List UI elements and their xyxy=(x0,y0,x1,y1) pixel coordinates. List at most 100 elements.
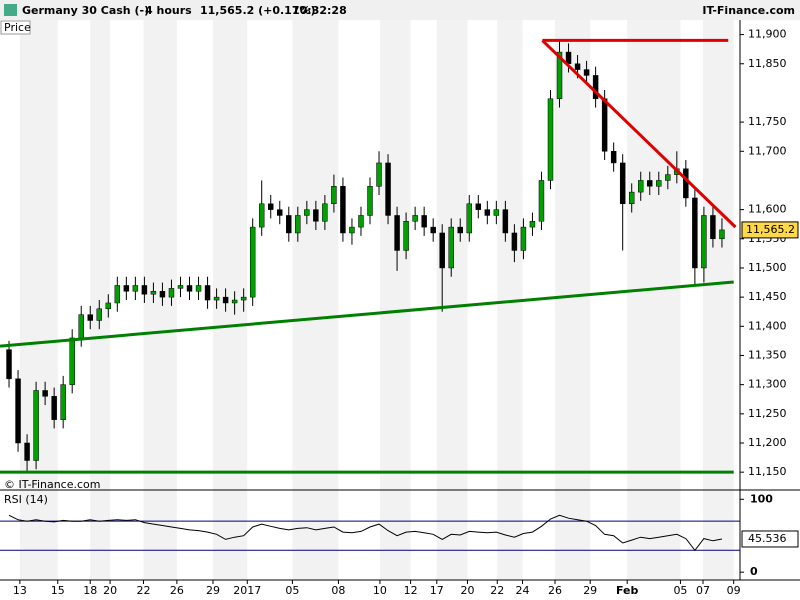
candle-body xyxy=(304,209,310,216)
candle-body xyxy=(547,98,554,181)
candle-body xyxy=(340,186,346,234)
candle-body xyxy=(701,215,707,269)
candle-body xyxy=(358,215,364,228)
candle-body xyxy=(430,226,436,234)
candle-body xyxy=(647,180,653,187)
candle-body xyxy=(638,180,644,193)
candle-body xyxy=(556,51,563,100)
header-bar xyxy=(0,0,800,20)
candle-body xyxy=(268,203,274,210)
candle-body xyxy=(448,226,454,269)
candle-body xyxy=(493,209,500,216)
panel-label-box xyxy=(0,20,31,35)
candle-body xyxy=(150,291,157,295)
candle-body xyxy=(6,349,12,380)
x-tick-label: 05 xyxy=(673,584,687,597)
day-band xyxy=(19,20,58,580)
candle-body xyxy=(78,314,84,339)
candle-body xyxy=(258,203,265,228)
brand: IT-Finance.com xyxy=(702,4,795,17)
candle-body xyxy=(195,285,202,292)
candle-body xyxy=(574,63,581,70)
period: 4 hours xyxy=(145,4,192,17)
x-tick-label: Feb xyxy=(616,584,639,597)
candle-body xyxy=(159,291,166,298)
candle-body xyxy=(204,285,211,301)
current-rsi-label: 45.536 xyxy=(748,532,787,545)
candle-body xyxy=(141,285,148,295)
candle-body xyxy=(186,285,193,292)
candle-body xyxy=(538,180,545,222)
candle-body xyxy=(656,180,662,187)
candle-body xyxy=(421,215,427,228)
y-tick-label: 11,200 xyxy=(748,436,787,449)
x-tick-label: 26 xyxy=(548,584,562,597)
x-tick-label: 22 xyxy=(136,584,150,597)
current-rsi-box xyxy=(741,530,799,548)
y-tick-label: 100 xyxy=(750,492,773,505)
day-band xyxy=(703,20,734,580)
candle-body xyxy=(484,209,491,216)
candle-body xyxy=(367,186,373,216)
y-tick-label: 11,300 xyxy=(748,378,787,391)
x-tick-label: 2017 xyxy=(233,584,261,597)
candle-body xyxy=(213,296,220,301)
y-tick-label: 11,450 xyxy=(748,290,787,303)
candle-body xyxy=(592,75,599,100)
candle-body xyxy=(42,390,48,397)
candle-body xyxy=(376,162,382,187)
candle-body xyxy=(665,174,671,181)
y-tick-label: 11,350 xyxy=(748,348,787,361)
candle-body xyxy=(692,197,698,269)
candle-body xyxy=(222,296,229,304)
y-tick-label: 11,250 xyxy=(748,407,787,420)
candle-body xyxy=(719,229,725,240)
y-tick-label: 11,600 xyxy=(748,203,787,216)
copyright: © IT-Finance.com xyxy=(4,478,101,491)
candle-body xyxy=(331,186,337,205)
candle-body xyxy=(168,288,175,298)
candle-body xyxy=(24,442,30,461)
y-tick-label: 11,700 xyxy=(748,144,787,157)
candle-body xyxy=(286,215,292,234)
candle-body xyxy=(277,209,283,216)
candle-body xyxy=(466,203,473,234)
candle-body xyxy=(529,221,536,228)
candle-body xyxy=(33,390,39,461)
candle-body xyxy=(457,226,463,234)
candle-body xyxy=(295,215,301,234)
candle-body xyxy=(249,226,256,298)
time: 10:32:28 xyxy=(292,4,347,17)
x-tick-label: 17 xyxy=(430,584,444,597)
candle-body xyxy=(177,285,184,289)
trend-line xyxy=(0,280,734,348)
candle-body xyxy=(51,396,57,420)
candle-body xyxy=(69,337,75,385)
x-tick-label: 29 xyxy=(583,584,597,597)
candle-body xyxy=(520,226,527,251)
rsi-line xyxy=(8,514,723,552)
day-band xyxy=(436,20,468,580)
x-tick-label: 24 xyxy=(516,584,530,597)
candle-body xyxy=(475,203,482,210)
candle-body xyxy=(683,168,689,199)
candle-body xyxy=(349,226,355,234)
day-band xyxy=(90,20,111,580)
y-tick-label: 11,150 xyxy=(748,465,787,478)
candle-body xyxy=(511,232,518,251)
x-tick-label: 12 xyxy=(404,584,418,597)
candle-body xyxy=(114,285,121,304)
logo xyxy=(4,4,17,16)
y-tick-label: 11,400 xyxy=(748,319,787,332)
candle-body xyxy=(619,162,626,205)
x-tick-label: 10 xyxy=(373,584,387,597)
candle-body xyxy=(105,302,112,310)
day-band xyxy=(555,20,591,580)
candle-body xyxy=(313,209,319,222)
y-tick-label: 11,500 xyxy=(748,261,787,274)
x-tick-label: 09 xyxy=(727,584,741,597)
panel-label: Price xyxy=(4,21,31,34)
candle-body xyxy=(439,232,445,269)
candle-body xyxy=(628,191,635,205)
